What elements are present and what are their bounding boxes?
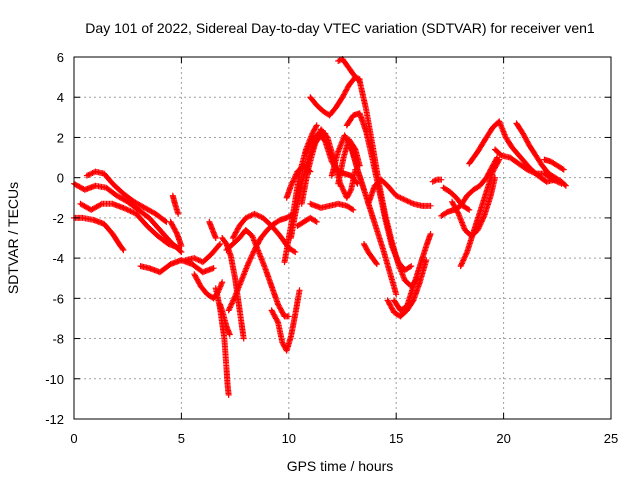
series-arc-z <box>335 136 363 187</box>
data-point-marks <box>541 156 567 173</box>
y-tick-label: -12 <box>45 412 64 427</box>
data-point-marks <box>294 214 320 229</box>
series-arc-al <box>440 184 473 213</box>
data-point-marks <box>335 56 363 85</box>
data-point-marks <box>182 241 224 266</box>
series-arc-x <box>307 200 357 213</box>
data-point-marks <box>212 285 232 398</box>
y-tick-label: 6 <box>57 50 64 65</box>
data-point-marks <box>167 218 185 250</box>
series-arc-aj <box>429 176 445 185</box>
data-marks <box>71 56 569 398</box>
y-tick-label: -8 <box>52 332 64 347</box>
series-arc-ar <box>541 156 567 173</box>
x-tick-label: 5 <box>178 431 185 446</box>
plot-frame <box>73 56 612 420</box>
series-arc-an <box>457 156 503 270</box>
x-tick-label: 0 <box>70 431 77 446</box>
data-point-marks <box>307 74 363 119</box>
data-point-marks <box>348 144 400 298</box>
chart-title: Day 101 of 2022, Sidereal Day-to-day VTE… <box>85 20 595 36</box>
series-arc-i <box>191 271 226 302</box>
series-arc-k <box>212 285 232 398</box>
x-tick-label: 10 <box>282 431 296 446</box>
series-arc-af <box>384 257 430 320</box>
y-tick-label: 2 <box>57 130 64 145</box>
x-tick-label: 15 <box>389 431 403 446</box>
data-point-marks <box>137 257 217 276</box>
y-tick-label: 4 <box>57 90 64 105</box>
series-arc-ab <box>335 56 363 85</box>
series-arc-d <box>77 200 183 252</box>
y-tick-labels: -12 -10 -8 -6 -4 -2 0 2 4 6 <box>45 50 64 427</box>
axis-ticks <box>73 56 612 420</box>
data-point-marks <box>71 214 127 254</box>
data-point-marks <box>384 257 430 320</box>
series-arc-j <box>206 218 219 241</box>
data-point-marks <box>77 200 183 252</box>
series-arc-b <box>83 168 170 225</box>
series-arc-h <box>182 241 224 266</box>
series-arc-c <box>71 214 127 254</box>
series-arc-aa <box>307 74 363 119</box>
series-arc-q <box>268 287 303 354</box>
series-arc-l <box>217 301 233 338</box>
data-point-marks <box>206 218 219 241</box>
data-point-marks <box>440 184 473 213</box>
data-point-marks <box>356 78 421 290</box>
series-arc-aq <box>513 120 569 189</box>
series-arc-g <box>169 192 182 217</box>
x-tick-labels: 0 5 10 15 20 25 <box>70 431 618 446</box>
data-point-marks <box>391 230 434 314</box>
y-axis-label: SDTVAR / TECUs <box>5 182 21 294</box>
data-point-marks <box>457 156 503 270</box>
series-arc-ad <box>356 78 421 290</box>
data-point-marks <box>429 176 445 185</box>
data-point-marks <box>223 226 292 320</box>
data-point-marks <box>307 200 357 213</box>
series-arc-u <box>294 214 320 229</box>
data-point-marks <box>268 287 303 354</box>
data-point-marks <box>335 136 363 187</box>
series-arc-e <box>137 257 217 276</box>
data-point-marks <box>225 210 297 314</box>
data-point-marks <box>83 168 170 225</box>
chart-grid <box>74 57 611 419</box>
y-tick-label: -2 <box>52 211 64 226</box>
data-point-marks <box>513 120 569 189</box>
series-arc-f <box>167 218 185 250</box>
series-arc-o <box>223 226 292 320</box>
series-arc-ap <box>492 146 565 187</box>
data-point-marks <box>360 241 380 268</box>
series-arc-ag <box>391 230 434 314</box>
x-tick-label: 20 <box>496 431 510 446</box>
series-arc-ah <box>365 176 434 209</box>
y-tick-label: 0 <box>57 171 64 186</box>
series-arc-ai <box>360 241 380 268</box>
data-point-marks <box>492 146 565 187</box>
y-tick-label: -10 <box>45 372 64 387</box>
data-point-marks <box>217 301 233 338</box>
series-arc-ae <box>348 144 400 298</box>
x-tick-label: 25 <box>604 431 618 446</box>
y-tick-label: -4 <box>52 251 64 266</box>
y-tick-label: -6 <box>52 291 64 306</box>
data-point-marks <box>365 176 434 209</box>
data-point-marks <box>191 271 226 302</box>
x-axis-label: GPS time / hours <box>287 458 394 474</box>
series-arc-p <box>225 210 297 314</box>
data-point-marks <box>169 192 182 217</box>
